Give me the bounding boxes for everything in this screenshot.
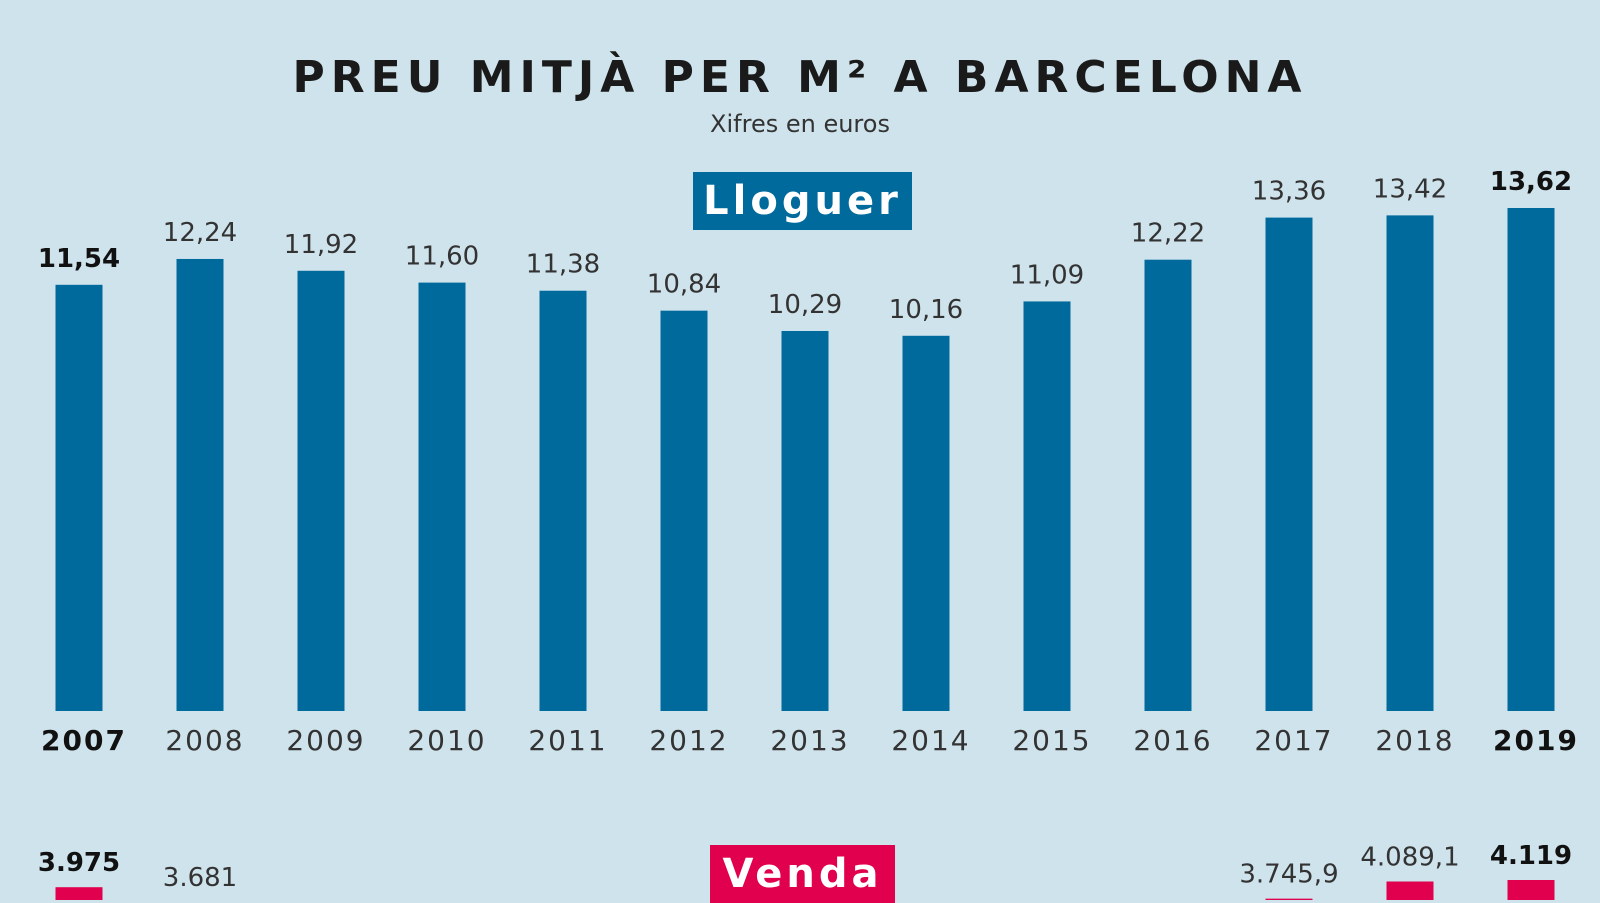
year-tick-label: 2012 — [649, 724, 728, 757]
chart-title: PREU MITJÀ PER M² A BARCELONA — [292, 52, 1308, 103]
rent-value-label: 13,42 — [1373, 174, 1447, 204]
year-tick-label: 2007 — [41, 724, 127, 757]
rent-bar — [297, 270, 345, 711]
rent-bar — [902, 335, 950, 711]
sale-bar — [1507, 880, 1555, 900]
rent-value-label: 12,24 — [163, 218, 237, 248]
rent-bar — [1507, 208, 1555, 711]
year-tick-label: 2009 — [286, 724, 365, 757]
year-tick-label: 2008 — [165, 724, 244, 757]
rent-bar — [55, 284, 103, 711]
sale-bar — [55, 887, 103, 900]
rent-value-label: 10,29 — [768, 290, 842, 320]
rent-value-label: 13,36 — [1252, 177, 1326, 207]
rent-value-label: 10,16 — [889, 295, 963, 325]
sale-value-label: 3.745,9 — [1239, 860, 1338, 890]
rent-bar — [176, 258, 224, 711]
sale-bar — [1265, 898, 1313, 900]
rent-bar — [1265, 217, 1313, 711]
rent-value-label: 11,54 — [38, 244, 120, 274]
year-tick-label: 2016 — [1133, 724, 1212, 757]
rent-value-label: 11,38 — [526, 250, 600, 280]
sale-bar — [1386, 881, 1434, 900]
year-tick-label: 2018 — [1375, 724, 1454, 757]
rent-value-label: 11,60 — [405, 242, 479, 272]
rent-bar — [539, 290, 587, 711]
year-tick-label: 2017 — [1254, 724, 1333, 757]
chart-subtitle: Xifres en euros — [710, 110, 890, 138]
year-tick-label: 2013 — [770, 724, 849, 757]
rent-bar — [1386, 215, 1434, 711]
rent-bar — [418, 282, 466, 711]
year-tick-label: 2014 — [891, 724, 970, 757]
rent-value-label: 10,84 — [647, 270, 721, 300]
rent-bar — [781, 330, 829, 711]
rent-bar — [1144, 259, 1192, 711]
sale-value-label: 4.119 — [1490, 841, 1572, 871]
sale-value-label: 4.089,1 — [1360, 842, 1459, 872]
rent-value-label: 11,92 — [284, 230, 358, 260]
sale-value-label: 3.681 — [163, 863, 237, 893]
rent-value-label: 11,09 — [1010, 260, 1084, 290]
year-tick-label: 2015 — [1012, 724, 1091, 757]
year-tick-label: 2019 — [1493, 724, 1579, 757]
rent-value-label: 13,62 — [1490, 167, 1572, 197]
rent-value-label: 12,22 — [1131, 219, 1205, 249]
rent-bar — [660, 310, 708, 711]
sale-value-label: 3.975 — [38, 848, 120, 878]
rent-bar — [1023, 301, 1071, 711]
rent-section-label: Lloguer — [693, 172, 912, 230]
year-tick-label: 2011 — [528, 724, 607, 757]
year-tick-label: 2010 — [407, 724, 486, 757]
sale-section-label: Venda — [710, 845, 895, 903]
